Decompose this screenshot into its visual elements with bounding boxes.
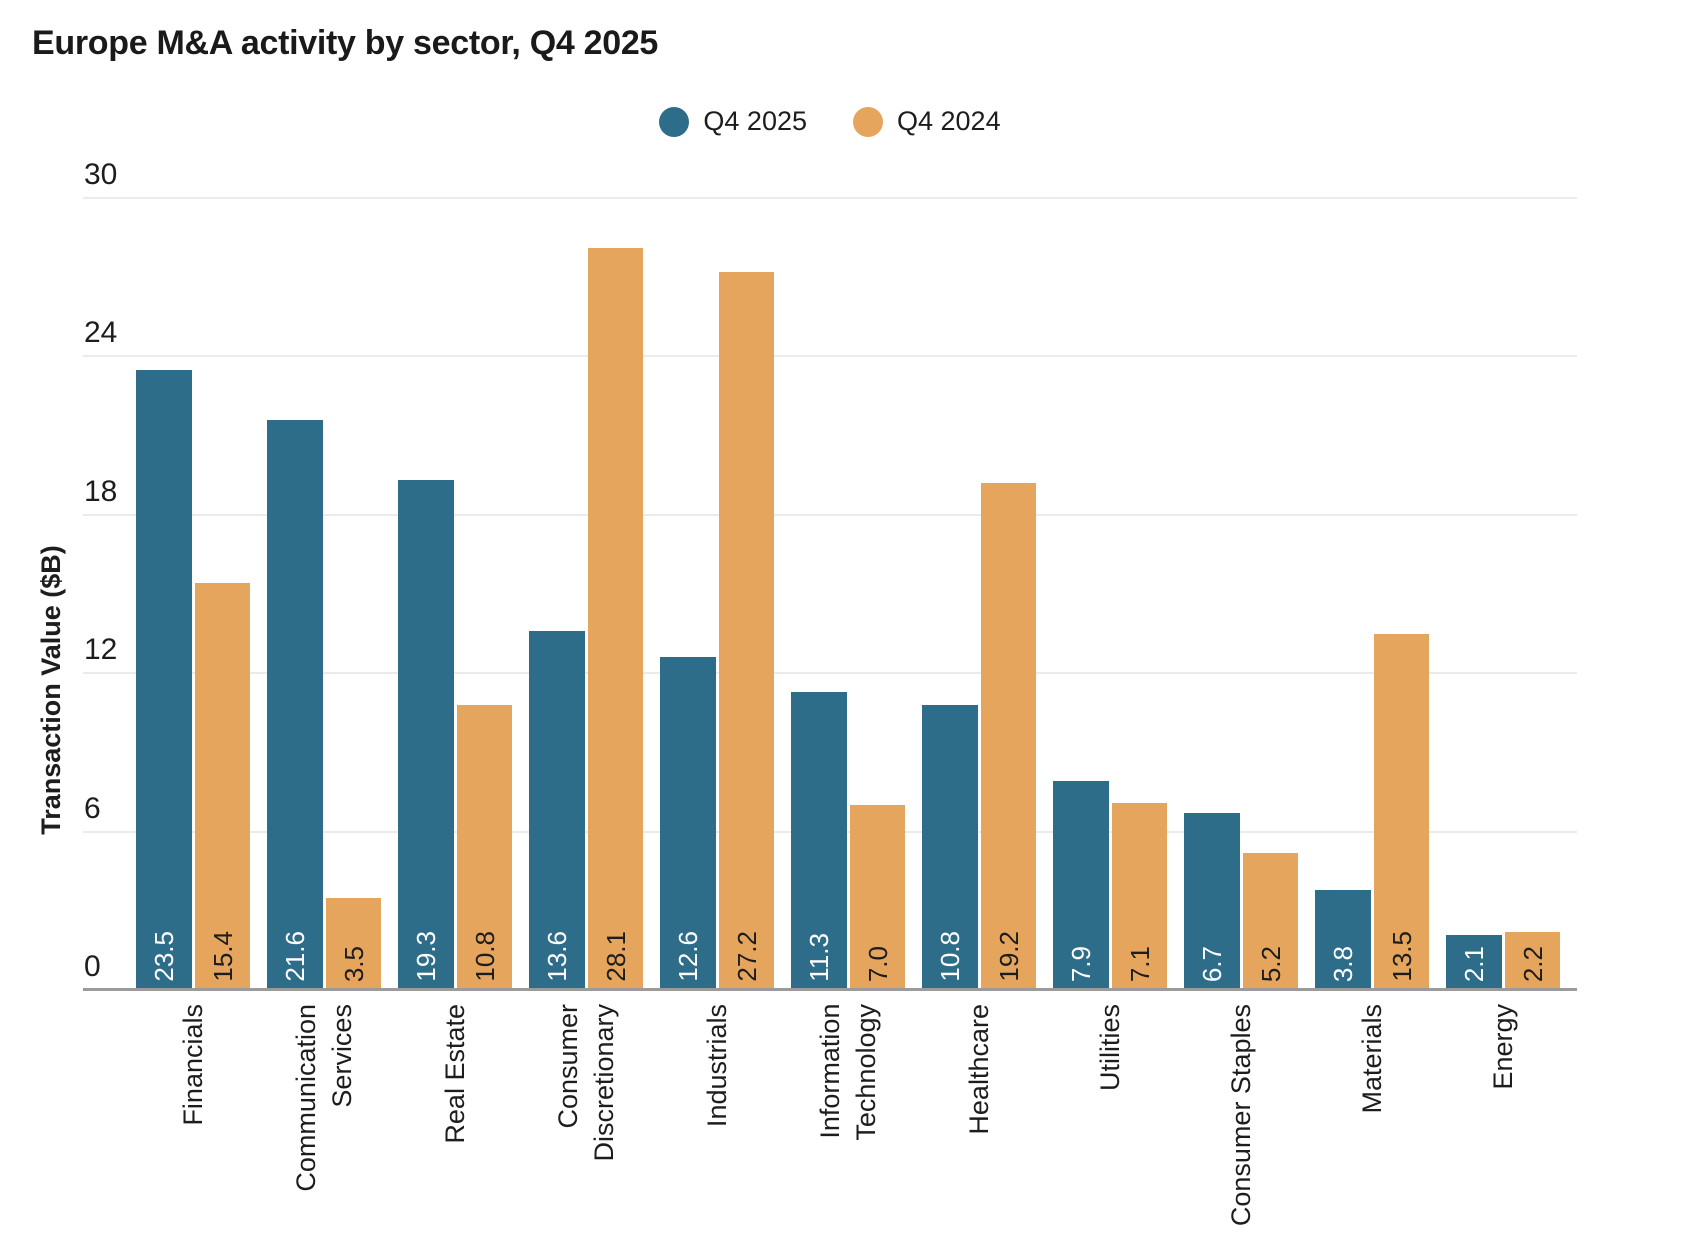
category-label: Real Estate — [440, 1004, 470, 1144]
gridline — [83, 355, 1577, 358]
bar-value-label: 19.2 — [993, 931, 1024, 982]
legend-item: Q4 2024 — [853, 106, 1001, 137]
plot-area: 0 6 12 18 24 30 23.5 21.6 19.3 13.6 12.6 11.3 10.8 7.… — [83, 160, 1577, 991]
bar-value-label: 5.2 — [1255, 945, 1286, 982]
y-tick-label: 0 — [84, 950, 101, 983]
bar: 3.8 — [1315, 889, 1371, 990]
bar-value-label: 23.5 — [149, 931, 179, 982]
bar: 15.4 — [195, 583, 250, 990]
bar: 12.6 — [660, 657, 716, 990]
bar: 2.1 — [1446, 934, 1502, 990]
bar-value-label: 21.6 — [280, 931, 310, 982]
bar-value-label: 2.1 — [1459, 945, 1489, 982]
bar-value-label: 7.9 — [1066, 945, 1096, 982]
bar-value-label: 6.7 — [1197, 945, 1227, 982]
gridline — [83, 672, 1577, 675]
bar-value-label: 7.0 — [862, 945, 893, 982]
category-label: Consumer Staples — [1226, 1004, 1256, 1227]
bar: 7.9 — [1053, 781, 1109, 990]
gridline — [83, 197, 1577, 199]
bar-value-label: 12.6 — [673, 931, 703, 982]
bar: 10.8 — [457, 704, 512, 990]
category-label: Consumer Discretionary — [553, 1004, 619, 1162]
bar-value-label: 3.5 — [338, 945, 369, 982]
bar-value-label: 28.1 — [600, 931, 631, 982]
bar: 7.0 — [850, 805, 905, 990]
bar-value-label: 10.8 — [469, 931, 500, 982]
legend-label: Q4 2025 — [703, 106, 807, 136]
category-label: Utilities — [1095, 1004, 1125, 1092]
bar: 2.2 — [1505, 931, 1560, 990]
bar: 28.1 — [588, 248, 643, 990]
bar-value-label: 10.8 — [935, 931, 965, 982]
category-label: Energy — [1488, 1004, 1518, 1090]
chart-title: Europe M&A activity by sector, Q4 2025 — [32, 24, 659, 62]
y-tick-label: 6 — [84, 791, 101, 825]
bar: 5.2 — [1243, 852, 1298, 990]
category-label: Information Technology — [815, 1004, 881, 1141]
legend-item: Q4 2025 — [659, 106, 807, 137]
bar-value-label: 27.2 — [731, 931, 762, 982]
bar: 13.6 — [529, 630, 585, 990]
bar: 19.3 — [398, 480, 454, 990]
y-axis-title: Transaction Value ($B) — [36, 545, 66, 835]
category-label: Healthcare — [964, 1004, 994, 1135]
category-label: Communication Services — [291, 1004, 357, 1192]
bar: 13.5 — [1374, 633, 1429, 990]
bar: 11.3 — [791, 691, 847, 990]
bar: 6.7 — [1184, 813, 1240, 990]
y-tick-label: 30 — [84, 158, 118, 191]
bar: 27.2 — [719, 271, 774, 990]
y-tick-label: 24 — [84, 316, 118, 350]
category-label: Industrials — [702, 1004, 732, 1128]
bar-value-label: 13.5 — [1386, 931, 1417, 982]
bar-value-label: 15.4 — [207, 931, 238, 982]
bar: 10.8 — [922, 704, 978, 990]
bar-value-label: 7.1 — [1124, 945, 1155, 982]
bar-value-label: 11.3 — [804, 933, 834, 982]
bar-value-label: 13.6 — [542, 931, 572, 982]
bar-value-label: 19.3 — [411, 931, 441, 982]
bar: 7.1 — [1112, 802, 1167, 990]
legend-swatch-circle-icon — [853, 106, 883, 137]
bar: 3.5 — [326, 897, 381, 990]
bar: 21.6 — [267, 419, 323, 990]
bar-value-label: 3.8 — [1328, 945, 1358, 982]
category-label: Financials — [178, 1004, 208, 1126]
y-tick-label: 18 — [84, 474, 118, 508]
bar: 19.2 — [981, 483, 1036, 990]
category-label: Materials — [1357, 1004, 1387, 1114]
legend-label: Q4 2024 — [897, 106, 1001, 136]
y-tick-label: 12 — [84, 633, 118, 667]
legend: Q4 2025 Q4 2024 — [83, 106, 1577, 137]
bar-value-label: 2.2 — [1517, 945, 1548, 982]
legend-swatch-circle-icon — [659, 106, 690, 137]
gridline — [83, 513, 1577, 516]
x-axis-line — [83, 988, 1577, 991]
bar: 23.5 — [136, 369, 192, 990]
